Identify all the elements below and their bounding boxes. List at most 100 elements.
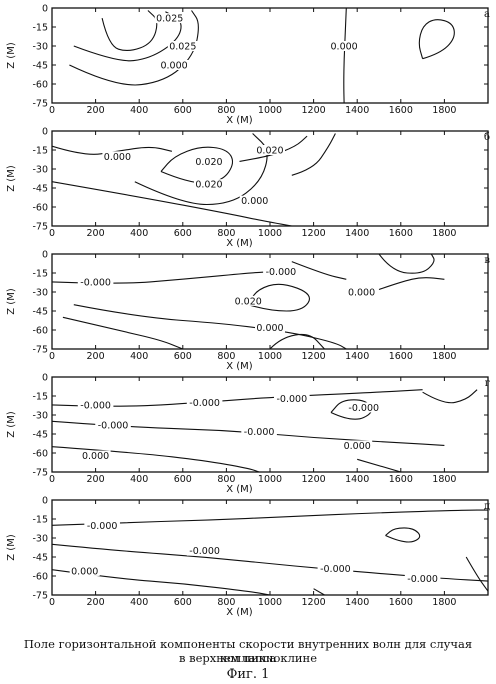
panel-label: г	[485, 378, 490, 389]
y-tick-label: -60	[32, 449, 48, 460]
contour-panel: -0.000 -0.000 0.000 0.020 0.000 0 200 400 600 800…	[6, 250, 490, 373]
contour-label: -0.000	[189, 398, 220, 409]
contour-label-bg	[193, 156, 224, 167]
contour-label-bg	[346, 287, 377, 297]
y-tick-label: -15	[32, 269, 48, 280]
contour-label: 0.000	[71, 566, 98, 577]
x-tick-label: 400	[130, 351, 148, 362]
y-tick-label: 0	[42, 373, 48, 384]
y-tick-label: -75	[32, 99, 48, 110]
y-axis-label: Z (M)	[6, 165, 17, 192]
x-tick-label: 1200	[302, 228, 326, 239]
contour-label: 0.025	[169, 42, 196, 53]
contour-line	[378, 254, 435, 274]
contour-label-bg	[317, 563, 354, 574]
y-tick-label: -60	[32, 326, 48, 337]
x-tick-label: 1000	[258, 597, 282, 608]
y-tick-label: 0	[42, 496, 48, 507]
x-tick-label: 200	[87, 105, 105, 116]
contour-label: -0.000	[266, 267, 297, 278]
contour-label: -0.000	[244, 427, 275, 438]
contour-label-bg	[167, 41, 198, 51]
x-tick-label: 400	[130, 597, 148, 608]
y-tick-label: -15	[32, 146, 48, 157]
x-tick-label: 0	[49, 105, 55, 116]
y-tick-label: -75	[32, 345, 48, 356]
y-tick-label: -45	[32, 430, 48, 441]
contour-line	[73, 11, 182, 62]
contour-label-bg	[345, 402, 382, 413]
y-axis-label: Z (M)	[6, 411, 17, 438]
contour-panel: -0.000 -0.000 -0.000 -0.000 -0.000 -0.000 0.00…	[6, 373, 490, 496]
contour-label-bg	[69, 565, 100, 576]
contour-line	[291, 133, 336, 176]
y-axis-label: Z (M)	[6, 534, 17, 561]
contour-label-bg	[404, 573, 441, 584]
contour-label: -0.000	[87, 521, 118, 532]
contour-line	[101, 10, 158, 52]
contour-label: -0.000	[80, 277, 111, 288]
y-tick-label: -60	[32, 80, 48, 91]
x-tick-label: 1800	[432, 597, 456, 608]
contour-line	[357, 458, 401, 472]
contour-line	[378, 277, 445, 291]
contour-line	[313, 588, 325, 595]
x-tick-label: 200	[87, 228, 105, 239]
x-tick-label: 600	[174, 597, 192, 608]
contour-line	[422, 389, 478, 404]
panel-frame	[51, 7, 489, 104]
contour-label: -0.000	[348, 403, 379, 414]
x-tick-label: 1000	[258, 351, 282, 362]
contour-label-bg	[239, 195, 270, 206]
y-tick-label: 0	[42, 250, 48, 261]
contour-label-bg	[102, 151, 133, 162]
x-axis-label: X (M)	[226, 238, 253, 249]
figure-caption-line2: в верхнем пикноклине	[178, 651, 318, 665]
x-tick-label: 1800	[432, 228, 456, 239]
x-tick-label: 200	[87, 597, 105, 608]
x-tick-label: 1400	[345, 474, 369, 485]
contour-label-bg	[241, 426, 277, 437]
panel-label: в	[484, 255, 490, 266]
contour-label-bg	[233, 295, 264, 306]
contour-label-bg	[77, 399, 114, 410]
contour-line	[269, 333, 325, 349]
contour-label: 0.000	[348, 288, 375, 299]
contour-label-bg	[255, 145, 285, 155]
y-tick-label: -75	[32, 468, 48, 479]
contour-label-bg	[342, 440, 373, 451]
contour-label-bg	[154, 13, 185, 24]
contour-line	[134, 133, 268, 206]
y-tick-label: -30	[32, 411, 48, 422]
y-tick-label: -15	[32, 515, 48, 526]
panel-label: б	[484, 132, 490, 143]
x-axis-label: X (M)	[226, 484, 253, 495]
y-axis-label: Z (M)	[6, 288, 17, 315]
x-tick-label: 800	[217, 351, 235, 362]
contour-label-bg	[255, 322, 285, 333]
contour-label: -0.000	[407, 574, 438, 585]
x-tick-label: 400	[130, 474, 148, 485]
y-tick-label: -45	[32, 61, 48, 72]
x-tick-label: 1000	[258, 228, 282, 239]
contour-label: 0.000	[344, 441, 371, 452]
x-tick-label: 1800	[432, 105, 456, 116]
x-tick-label: 1600	[389, 105, 413, 116]
y-tick-label: -45	[32, 307, 48, 318]
contour-label-bg	[84, 520, 120, 531]
contour-label: -0.000	[98, 421, 129, 432]
x-tick-label: 800	[217, 597, 235, 608]
contour-label-bg	[80, 450, 111, 461]
x-tick-label: 1400	[345, 105, 369, 116]
x-tick-label: 600	[174, 228, 192, 239]
x-tick-label: 0	[49, 474, 55, 485]
contour-line	[291, 261, 347, 280]
contour-line	[52, 145, 173, 155]
contour-label-bg	[95, 420, 131, 431]
contour-label-bg	[263, 266, 299, 277]
y-tick-label: -30	[32, 288, 48, 299]
y-tick-label: 0	[42, 4, 48, 15]
contour-label: 0.020	[195, 157, 222, 168]
contour-label-bg	[329, 41, 360, 51]
